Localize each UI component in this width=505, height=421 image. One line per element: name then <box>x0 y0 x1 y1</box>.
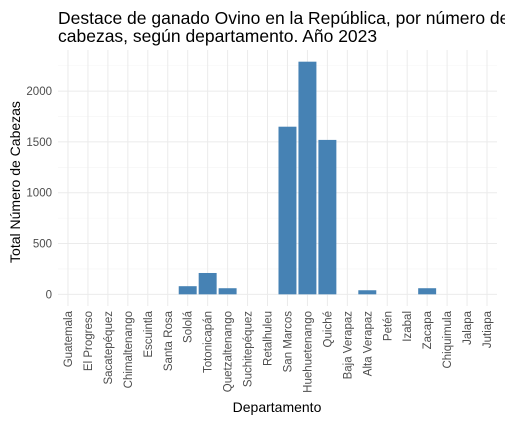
x-tick-label: San Marcos <box>282 311 294 373</box>
x-tick-label: Quetzaltenango <box>223 311 235 392</box>
x-tick-label: Retalhuleu <box>263 311 275 366</box>
x-tick-label: Totonicapán <box>203 311 215 373</box>
bar-quiché <box>318 139 337 295</box>
x-axis-title: Departamento <box>233 399 322 415</box>
x-axis-ticks: Guatemala El Progreso Sacatepéquez Chimalte… <box>63 310 494 392</box>
x-tick-label: Sololá <box>183 310 195 343</box>
y-tick-label: 0 <box>46 289 52 301</box>
x-tick-label: Alta Verapaz <box>362 311 374 376</box>
x-tick-label: Huehuetenango <box>302 311 314 393</box>
bar-quetzaltenango <box>218 288 237 295</box>
y-tick-label: 1000 <box>26 188 52 200</box>
bar-totonicapán <box>198 272 217 295</box>
x-tick-label: Baja Verapaz <box>342 311 354 380</box>
x-tick-label: Escuintla <box>143 310 155 357</box>
chart-title-line-1: Destace de ganado Ovino en la República,… <box>58 8 505 28</box>
plot-bars <box>178 61 437 295</box>
y-axis-title: Total Número de Cabezas <box>7 101 23 263</box>
x-tick-label: Petén <box>382 311 394 341</box>
y-tick-label: 1500 <box>26 137 52 149</box>
x-tick-label: Zacapa <box>422 310 434 349</box>
bar-alta-verapaz <box>358 290 377 295</box>
y-tick-label: 500 <box>33 239 52 251</box>
x-tick-label: Guatemala <box>63 310 75 367</box>
y-axis-ticks: 0 500 1000 1500 2000 <box>26 86 52 301</box>
x-tick-label: Santa Rosa <box>163 310 175 371</box>
bar-huehuetenango <box>298 61 317 295</box>
x-tick-label: Suchitepéquez <box>243 311 255 387</box>
x-tick-label: El Progreso <box>83 311 95 371</box>
x-tick-label: Chiquimula <box>442 310 454 368</box>
plot-grid <box>58 50 497 306</box>
x-tick-label: Jutiapa <box>482 310 494 348</box>
bar-san-marcos <box>278 126 297 295</box>
bar-zacapa <box>418 288 437 295</box>
y-tick-label: 2000 <box>26 86 52 98</box>
x-tick-label: Chimaltenango <box>123 311 135 388</box>
x-tick-label: Sacatepéquez <box>103 311 115 385</box>
x-tick-label: Quiché <box>322 311 334 347</box>
bar-sololá <box>178 286 197 295</box>
x-tick-label: Jalapa <box>462 310 474 344</box>
chart-title-line-2: cabezas, según departamento. Año 2023 <box>58 26 377 46</box>
x-tick-label: Izabal <box>402 311 414 342</box>
